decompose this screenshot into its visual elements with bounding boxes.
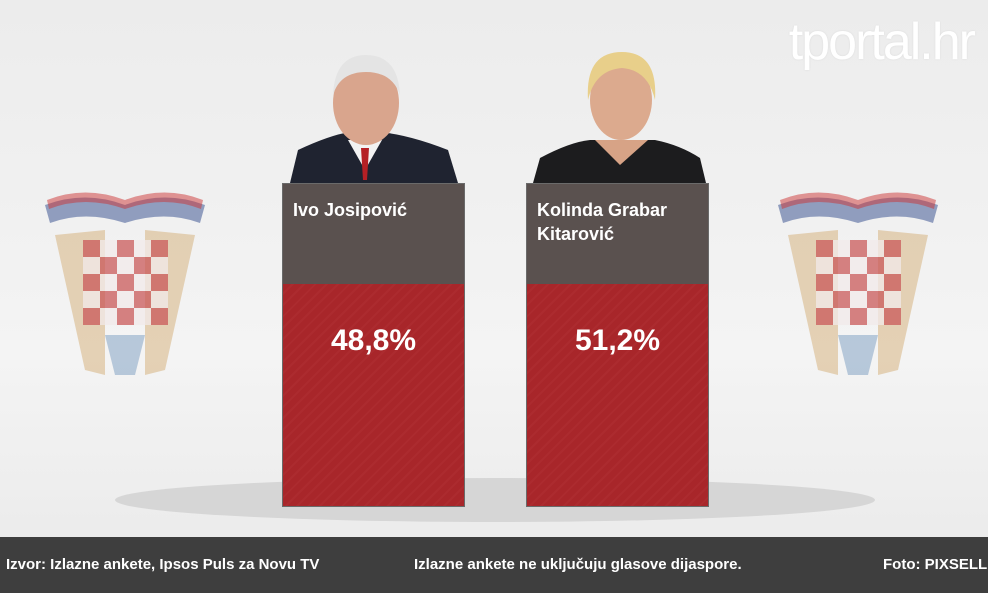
arms-part — [151, 240, 168, 257]
arms-part — [867, 308, 884, 325]
photo-credit: Foto: PIXSELL — [883, 556, 988, 573]
arms-part — [884, 257, 901, 274]
arms-part — [816, 240, 833, 257]
candidate-result: 48,8% — [330, 324, 417, 357]
note: Izlazne ankete ne uključuju glasove dija… — [414, 556, 742, 573]
arms-part — [867, 240, 884, 257]
arms-part — [134, 274, 151, 291]
candidate-card: Kolinda Grabar Kitarović 51,2% — [526, 183, 709, 507]
arms-part — [838, 335, 878, 375]
arms-part — [884, 274, 901, 291]
candidate-card: Ivo Josipović 48,8% — [282, 183, 465, 507]
photo — [290, 55, 458, 183]
arms-part — [151, 291, 168, 308]
card-body — [527, 284, 708, 506]
arms-part — [151, 274, 168, 291]
arms-part — [100, 308, 117, 325]
arms-part — [816, 274, 833, 291]
arms-part — [105, 335, 145, 375]
arms-part — [45, 197, 205, 223]
arms-part — [884, 240, 901, 257]
coat-of-arms — [778, 192, 938, 375]
decor — [45, 52, 938, 522]
arms-part — [151, 308, 168, 325]
card-header — [283, 184, 464, 284]
arms-part — [83, 308, 100, 325]
arms-part — [884, 291, 901, 308]
arms-part — [833, 308, 850, 325]
arms-part — [833, 240, 850, 257]
arms-part — [850, 308, 867, 325]
arms-part — [850, 240, 867, 257]
photo — [533, 52, 706, 183]
arms-part — [778, 197, 938, 223]
arms-part — [100, 291, 117, 308]
arms-part — [850, 274, 867, 291]
arms-part — [833, 291, 850, 308]
arms-part — [134, 291, 151, 308]
candidate-result: 51,2% — [574, 324, 661, 357]
arms-part — [100, 257, 117, 274]
arms-part — [833, 257, 850, 274]
arms-part — [867, 274, 884, 291]
arms-part — [134, 308, 151, 325]
footer: Izvor: Izlazne ankete, Ipsos Puls za Nov… — [0, 537, 988, 593]
arms-part — [83, 291, 100, 308]
arms-part — [850, 291, 867, 308]
shadow — [115, 478, 875, 522]
source: Izvor: Izlazne ankete, Ipsos Puls za Nov… — [6, 556, 320, 573]
card-body — [283, 284, 464, 506]
candidate-name: Kolinda Grabar Kitarović — [537, 200, 668, 244]
arms-part — [816, 308, 833, 325]
arms-part — [117, 308, 134, 325]
logo: tportal.hr — [788, 13, 976, 71]
arms-part — [100, 274, 117, 291]
arms-part — [47, 192, 203, 209]
arms-part — [884, 308, 901, 325]
arms-part — [850, 257, 867, 274]
arms-part — [117, 291, 134, 308]
arms-part — [134, 257, 151, 274]
arms-part — [83, 240, 100, 257]
card-header — [527, 184, 708, 284]
arms-part — [833, 274, 850, 291]
coat-of-arms — [45, 192, 205, 375]
arms-part — [867, 257, 884, 274]
arms-part — [100, 240, 117, 257]
arms-part — [134, 240, 151, 257]
arms-part — [117, 240, 134, 257]
arms-part — [867, 291, 884, 308]
arms-part — [83, 274, 100, 291]
candidate-name: Ivo Josipović — [293, 200, 408, 220]
arms-part — [83, 257, 100, 274]
arms-part — [780, 192, 936, 209]
arms-part — [117, 274, 134, 291]
arms-part — [816, 291, 833, 308]
arms-part — [816, 257, 833, 274]
arms-part — [117, 257, 134, 274]
arms-part — [151, 257, 168, 274]
